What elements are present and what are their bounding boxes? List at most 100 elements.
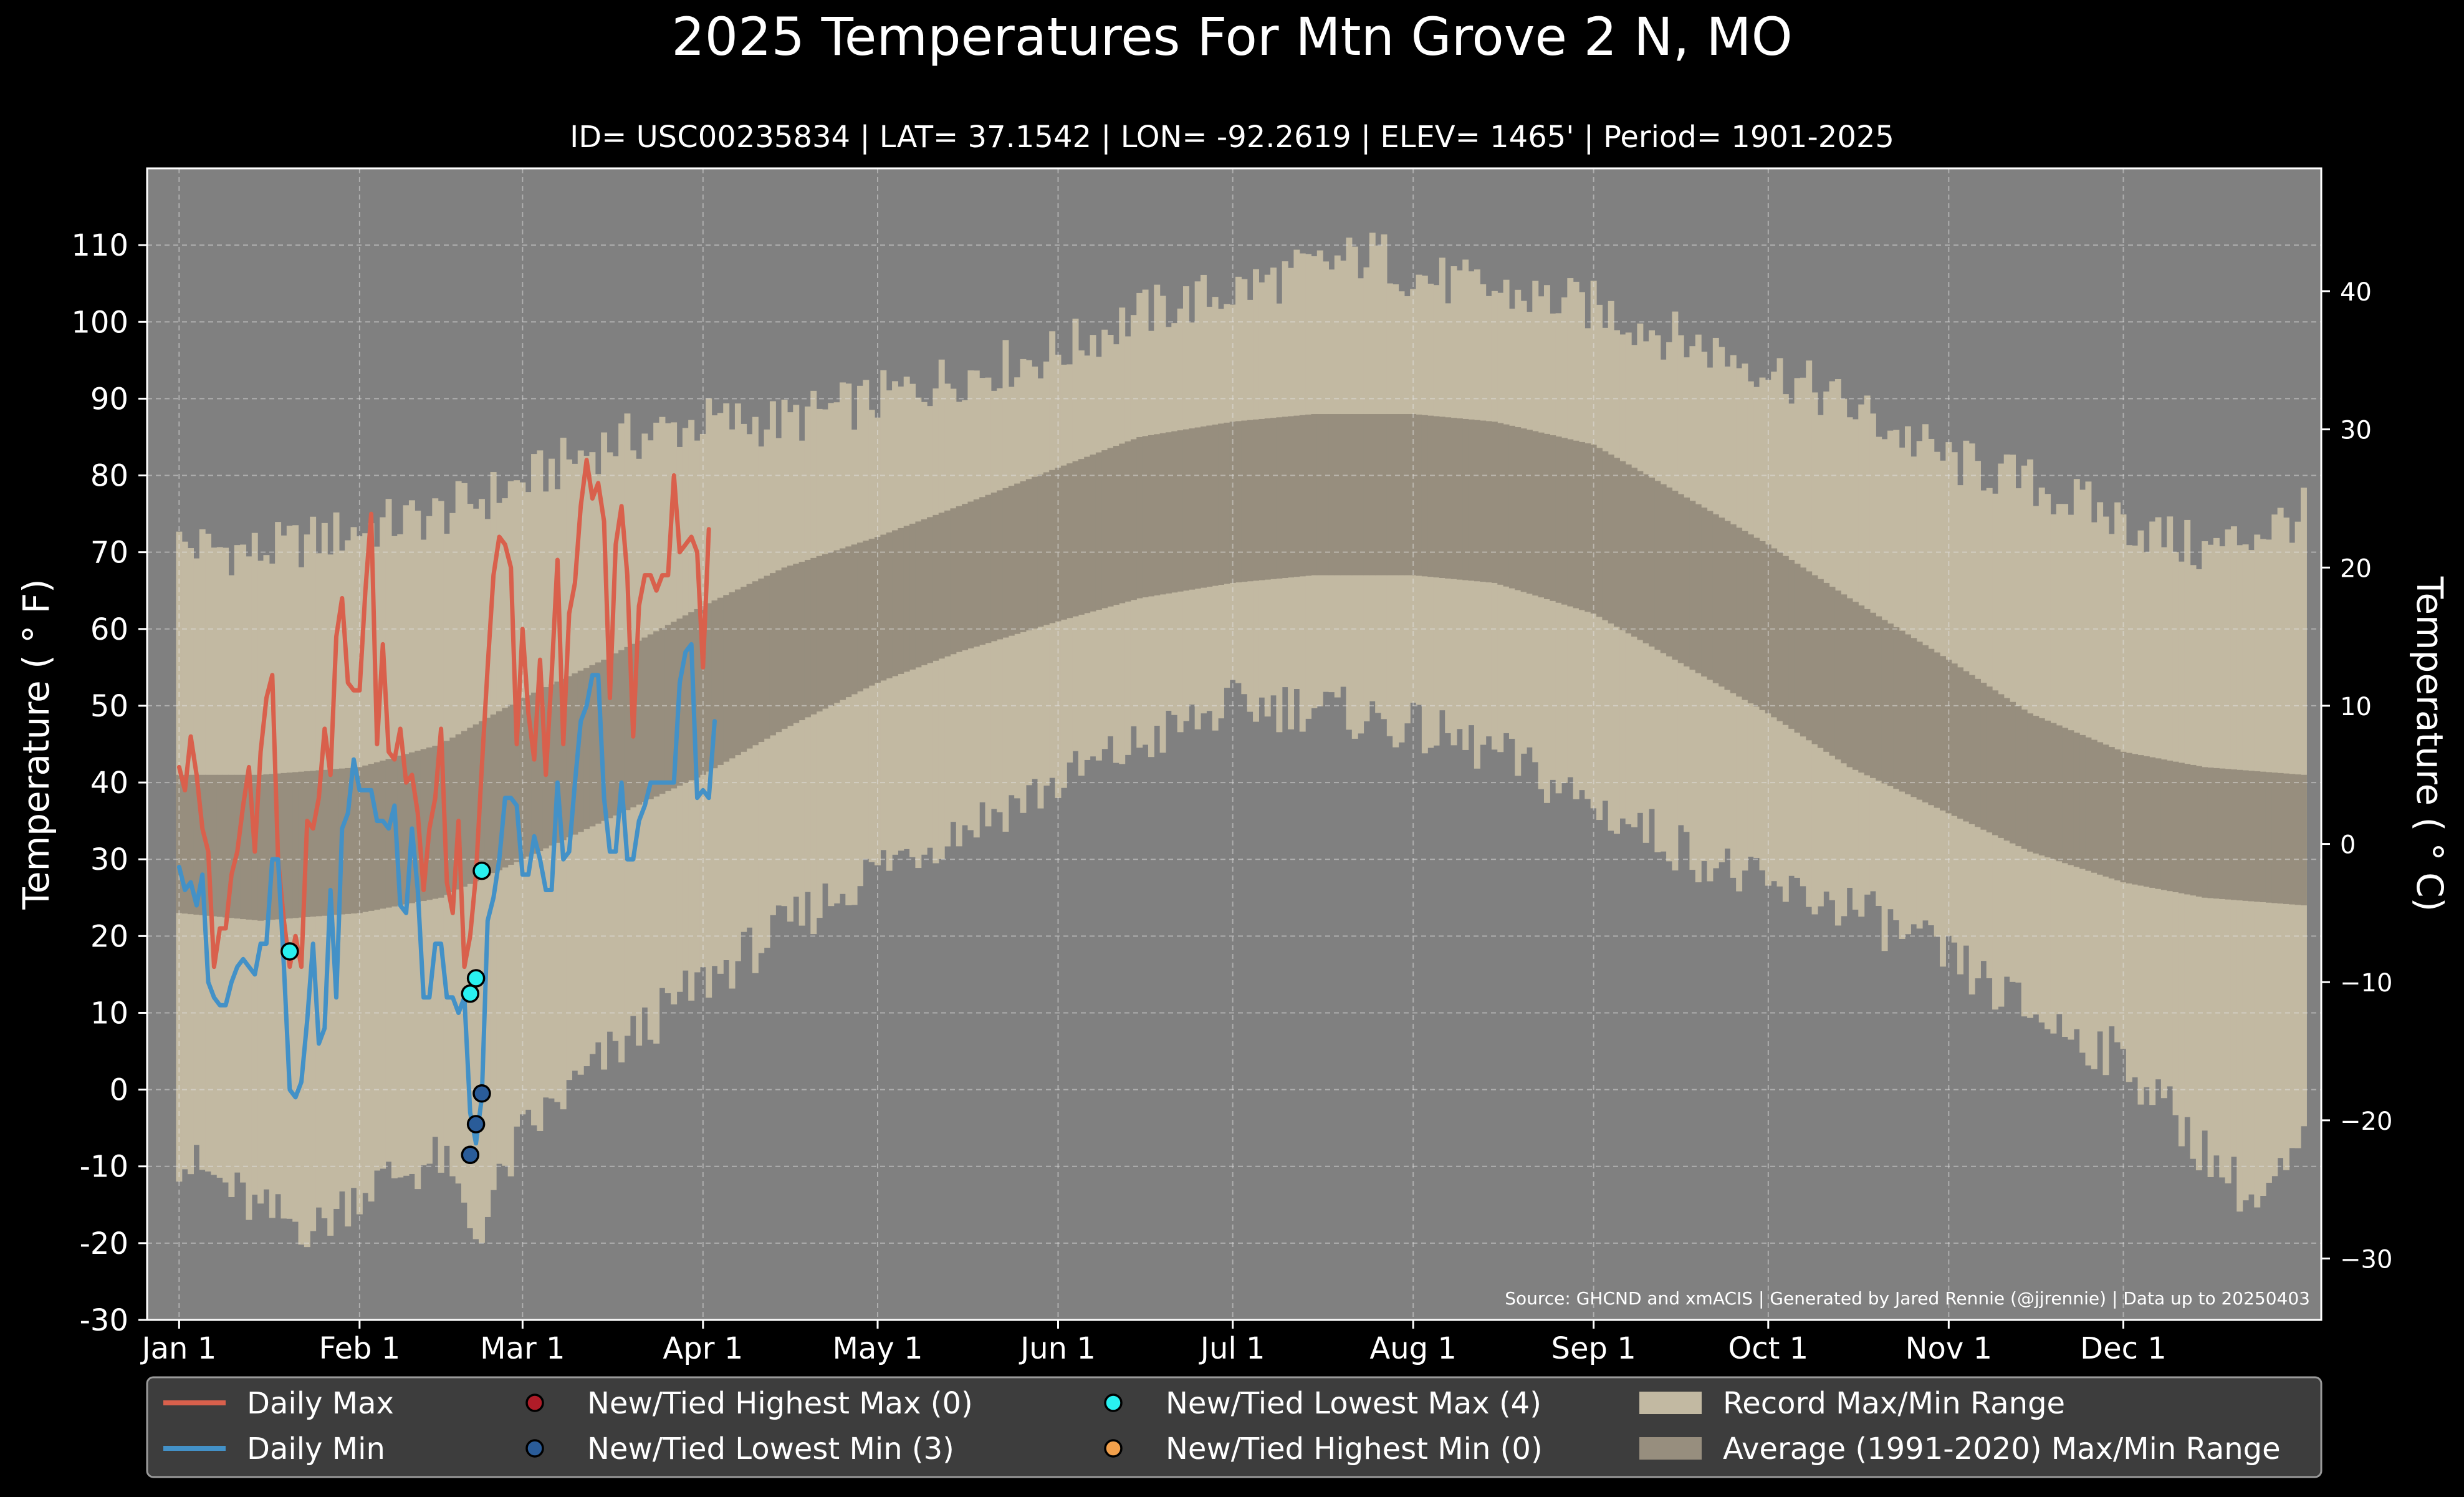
average-range-bar [484,718,491,876]
x-tick-label: Jun 1 [1019,1331,1096,1366]
average-range-bar [1579,441,1585,610]
legend-average-1991-2020-max-min-range-swatch [1639,1437,1702,1460]
average-range-bar [1119,443,1126,604]
average-range-bar [1992,690,1999,835]
average-range-bar [734,589,741,756]
average-range-bar [2236,769,2243,901]
average-range-bar [1276,417,1283,579]
new-tied-lowest-min-marker [461,1145,480,1165]
legend-daily-min-label: Daily Min [247,1432,385,1466]
average-range-bar [1218,423,1224,585]
y-axis-label-left: Temperature ( ° F) [15,579,57,910]
average-range-bar [1363,414,1370,575]
average-range-bar [2289,774,2296,905]
average-range-bar [775,570,782,733]
average-range-bar [1235,421,1242,583]
average-range-bar [2079,734,2086,869]
legend-record-max-min-range-label: Record Max/Min Range [1723,1386,2065,1421]
average-range-bar [223,774,229,918]
average-range-bar [298,771,305,918]
average-range-bar [1171,431,1178,593]
average-range-bar [507,705,514,865]
average-range-bar [1765,544,1771,714]
average-range-bar [181,774,188,914]
average-range-bar [1975,678,1981,827]
average-range-bar [758,578,765,742]
average-range-bar [1771,548,1778,718]
x-tick-label: Jul 1 [1199,1331,1265,1366]
average-range-bar [455,734,462,890]
average-range-bar [1386,414,1393,575]
average-range-bar [781,567,788,729]
average-range-bar [868,539,875,686]
average-range-bar [1637,471,1644,640]
average-range-bar [228,774,235,918]
average-range-bar [321,769,328,916]
average-range-bar [1078,459,1085,615]
average-range-bar [1776,552,1783,721]
average-range-bar [1858,605,1865,773]
average-range-bar [2271,773,2278,903]
average-range-bar [595,662,602,824]
average-range-bar [1142,436,1149,598]
average-range-bar [1561,438,1568,605]
average-range-bar [764,575,770,739]
average-range-bar [1148,435,1154,597]
axes: -30-20-100102030405060708090100110−30−20… [71,228,2392,1366]
average-range-bar [664,625,671,791]
y-tick-label: 20 [90,919,128,954]
average-range-bar [1101,450,1108,609]
average-range-bar [746,584,753,749]
average-range-bar [1899,630,1906,792]
average-range-bar [1224,422,1230,584]
average-range-bar [1468,419,1475,581]
average-range-bar [1136,436,1143,599]
plot-frame [146,167,2323,1321]
average-range-bar [2003,698,2010,841]
x-tick-label: Aug 1 [1369,1331,1457,1366]
average-range-bar [2207,768,2214,898]
average-range-bar [1182,429,1189,591]
average-range-bar [1311,414,1318,575]
average-range-bar [875,537,881,683]
average-range-bar [577,670,584,832]
average-range-bar [467,728,474,884]
average-range-bar [1922,645,1929,802]
average-range-bar [997,490,1004,640]
average-range-bar [798,562,805,721]
average-range-bar [793,564,800,723]
average-range-bar [397,755,404,906]
average-range-bar [1043,472,1050,625]
average-range-bar [729,592,736,759]
average-range-bar [1753,537,1760,707]
average-range-bar [1986,686,1993,833]
average-range-bar [1567,439,1574,607]
average-range-bar [211,774,218,917]
average-range-bar [816,556,823,712]
legend-new-tied-lowest-max-4-label: New/Tied Lowest Max (4) [1166,1386,1541,1421]
average-range-bar [706,603,712,772]
average-range-bar [2213,768,2220,899]
y2-tick-label: 40 [2340,278,2372,307]
average-range-bar [490,715,497,874]
legend-new-tied-lowest-min-3-swatch [525,1439,544,1458]
average-range-bar [1887,623,1894,786]
average-range-bar [362,765,369,912]
average-range-bar [2294,774,2301,905]
average-range-bar [199,774,206,915]
average-range-bar [1480,420,1487,582]
average-range-bar [537,690,544,852]
legend-new-tied-lowest-min-3-label: New/Tied Lowest Min (3) [587,1432,954,1466]
y-tick-label: 40 [90,766,128,801]
average-range-bar [618,650,625,813]
average-range-bar [1555,436,1562,603]
average-range-bar [1928,648,1935,806]
average-range-bar [810,557,817,715]
average-range-bar [1456,418,1463,580]
average-range-bar [1701,508,1708,676]
average-range-bar [1608,455,1614,624]
average-range-bar [1963,671,1970,822]
average-range-bar [1107,448,1114,607]
average-range-bar [694,609,701,778]
average-range-bar [1020,481,1027,632]
